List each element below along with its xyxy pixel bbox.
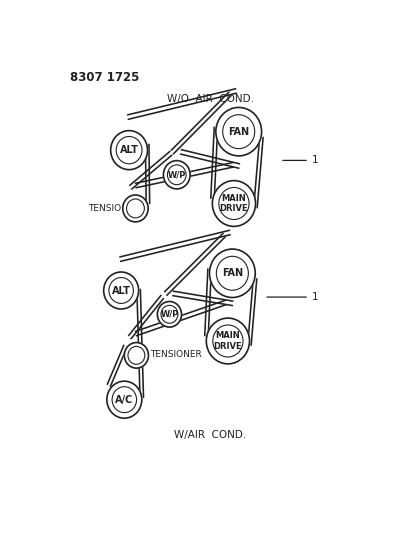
Text: ALT: ALT: [111, 286, 130, 295]
Ellipse shape: [107, 381, 142, 418]
Ellipse shape: [124, 343, 148, 368]
Text: FAN: FAN: [221, 268, 243, 278]
Text: W/AIR  COND.: W/AIR COND.: [173, 430, 246, 440]
Text: 1: 1: [282, 156, 318, 165]
Text: ALT: ALT: [119, 145, 138, 155]
Text: MAIN
DRIVE: MAIN DRIVE: [219, 194, 248, 213]
Ellipse shape: [122, 195, 148, 222]
Ellipse shape: [103, 272, 138, 309]
Ellipse shape: [209, 249, 255, 297]
Text: W/O  AIR  COND.: W/O AIR COND.: [166, 94, 253, 104]
Text: TENSIONER: TENSIONER: [88, 204, 139, 213]
Text: TENSIONER: TENSIONER: [149, 350, 201, 359]
Ellipse shape: [206, 318, 249, 364]
Ellipse shape: [110, 131, 147, 169]
Text: MAIN
DRIVE: MAIN DRIVE: [213, 332, 242, 351]
Text: FAN: FAN: [227, 127, 249, 136]
Text: 1: 1: [266, 292, 318, 302]
Text: 8307 1725: 8307 1725: [70, 71, 139, 84]
Ellipse shape: [212, 181, 255, 227]
Text: W/P: W/P: [167, 170, 186, 179]
Ellipse shape: [215, 108, 261, 156]
Text: A/C: A/C: [115, 394, 133, 405]
Ellipse shape: [163, 160, 190, 189]
Ellipse shape: [157, 302, 181, 327]
Text: W/P: W/P: [160, 310, 178, 319]
